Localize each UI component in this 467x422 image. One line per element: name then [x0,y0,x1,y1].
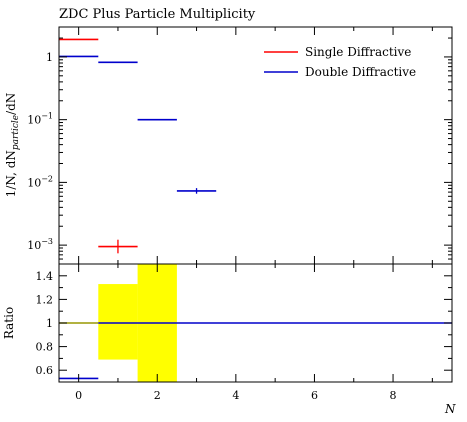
x-tick-label: 0 [75,389,82,402]
chart-title: ZDC Plus Particle Multiplicity [59,7,256,22]
ratio-y-tick-label: 1 [46,317,53,330]
main-plot: 1 10−1 10−2 10−3 1/N, dNparticle/dN Single … [4,26,453,265]
x-tick-label: 6 [311,389,318,402]
main-ticks: 1 10−1 10−2 10−3 [27,26,452,265]
ratio-y-tick-label: 1.4 [36,270,54,283]
x-tick-label: 8 [390,389,397,402]
legend-label-single-diffractive: Single Diffractive [305,45,411,59]
main-y-tick-label: 10−1 [27,112,53,127]
main-y-axis-label: 1/N, dNparticle/dN [4,93,21,198]
ratio-y-tick-label: 1.2 [36,293,54,306]
main-y-tick-label: 10−3 [27,237,53,252]
legend: Single Diffractive Double Diffractive [264,45,416,79]
main-y-tick-label: 10−2 [27,174,53,189]
main-marks [59,38,217,254]
x-axis-label: N [444,402,456,416]
main-y-tick-label: 1 [46,51,53,64]
uncertainty-band [98,284,138,360]
ratio-ticks: 0 2 4 6 8 0.6 0.8 1 1.2 1.4 [36,263,452,402]
x-tick-label: 2 [154,389,161,402]
ratio-y-axis-label: Ratio [2,307,16,339]
ratio-marks [59,264,452,382]
ratio-plot: 0 2 4 6 8 0.6 0.8 1 1.2 1.4 Ratio N [2,263,456,416]
ratio-y-tick-label: 0.6 [36,364,54,377]
ratio-y-tick-label: 0.8 [36,341,54,354]
legend-label-double-diffractive: Double Diffractive [305,65,416,79]
x-tick-label: 4 [232,389,239,402]
